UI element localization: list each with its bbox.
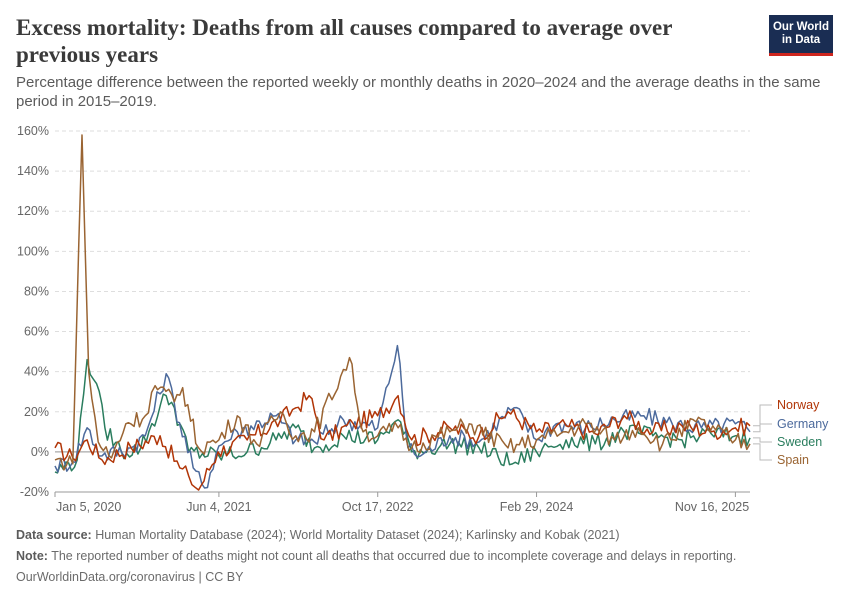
data-source-text: Human Mortality Database (2024); World M… <box>91 528 620 542</box>
data-source-line: Data source: Human Mortality Database (2… <box>16 528 620 542</box>
chart-subtitle: Percentage difference between the report… <box>16 74 821 110</box>
credit-link[interactable]: OurWorldinData.org/coronavirus | CC BY <box>16 570 244 584</box>
owid-logo[interactable]: Our World in Data <box>769 15 833 56</box>
series-line-sweden[interactable] <box>54 358 751 474</box>
x-tick-label: Oct 17, 2022 <box>342 500 414 514</box>
y-tick-label: -20% <box>20 485 49 499</box>
x-axis: Jan 5, 2020 Jun 4, 2021 Oct 17, 2022 Feb 29… <box>54 491 750 514</box>
legend-label-germany[interactable]: Germany <box>777 417 829 431</box>
series-line-germany[interactable] <box>54 344 751 489</box>
legend-label-sweden[interactable]: Sweden <box>777 435 822 449</box>
note-text: The reported number of deaths might not … <box>47 549 737 563</box>
logo-line-2: in Data <box>781 34 821 46</box>
y-tick-label: 140% <box>17 164 49 178</box>
x-tick-label: Nov 16, 2025 <box>675 500 749 514</box>
y-tick-label: 100% <box>17 244 49 258</box>
series-lines <box>54 134 751 491</box>
series-line-spain[interactable] <box>54 134 751 471</box>
legend-label-norway[interactable]: Norway <box>777 398 820 412</box>
y-tick-label: 120% <box>17 204 49 218</box>
x-tick-label: Feb 29, 2024 <box>500 500 574 514</box>
chart-title: Excess mortality: Deaths from all causes… <box>16 15 672 67</box>
x-tick-label: Jan 5, 2020 <box>56 500 121 514</box>
legend-connector <box>753 443 772 461</box>
y-tick-label: 160% <box>17 124 49 138</box>
x-tick-label: Jun 4, 2021 <box>186 500 251 514</box>
logo-line-1: Our World <box>772 21 829 33</box>
y-tick-label: 60% <box>24 325 49 339</box>
y-tick-label: 40% <box>24 365 49 379</box>
data-source-label: Data source: <box>16 528 92 542</box>
y-tick-label: 80% <box>24 284 49 298</box>
y-tick-label: 0% <box>31 445 49 459</box>
y-axis-labels: -20% 0% 20% 40% 60% 80% 100% 120% 140% 160% <box>17 124 49 499</box>
note-label: Note: <box>16 549 48 563</box>
legend-connector <box>753 423 772 433</box>
note-line: Note: The reported number of deaths migh… <box>16 549 736 563</box>
y-tick-label: 20% <box>24 405 49 419</box>
legend: Norway Germany Sweden Spain <box>753 398 829 467</box>
legend-label-spain[interactable]: Spain <box>777 453 809 467</box>
legend-connector <box>753 437 772 443</box>
series-line-norway[interactable] <box>54 391 751 491</box>
legend-connector <box>753 404 772 427</box>
